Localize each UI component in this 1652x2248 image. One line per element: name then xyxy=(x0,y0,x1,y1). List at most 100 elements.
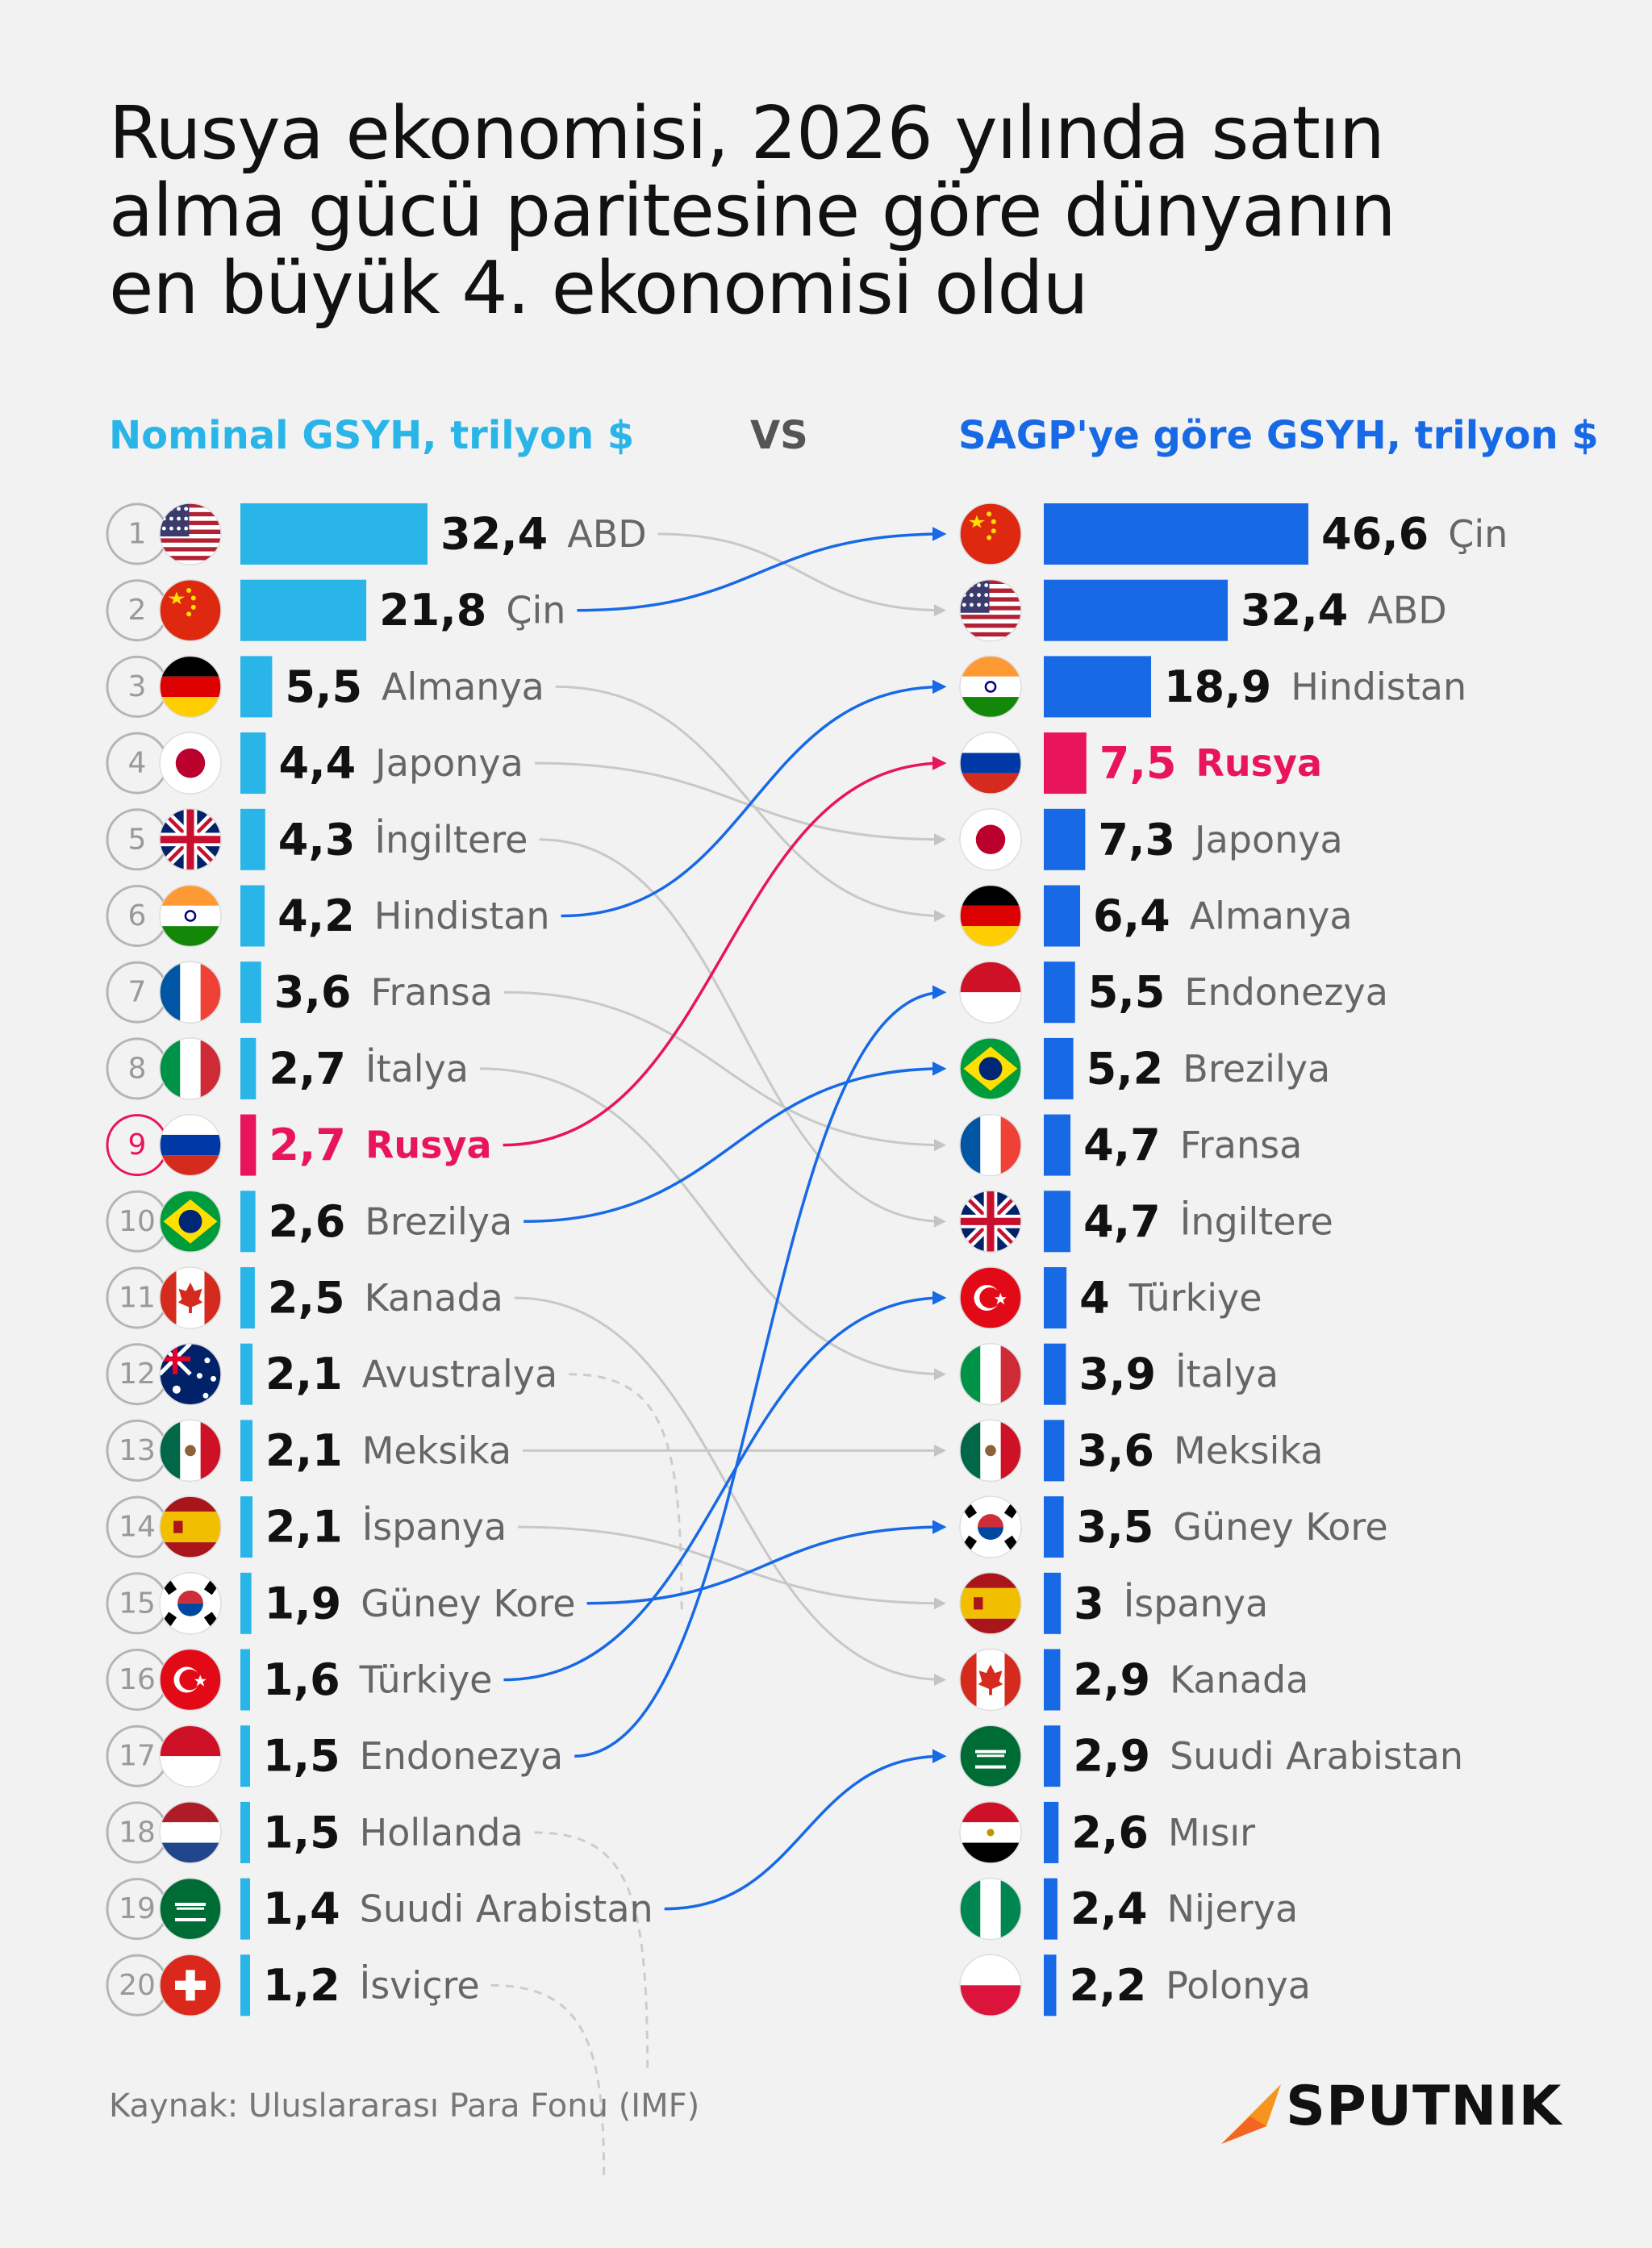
ppp-country-almanya: Almanya xyxy=(1190,895,1353,938)
ppp-bar--in xyxy=(1044,503,1308,565)
nominal-country-i-ngiltere: İngiltere xyxy=(374,818,528,861)
connector-endonezya xyxy=(574,985,947,1758)
ppp-bar-g-ney-kore xyxy=(1044,1496,1064,1558)
rank-number-2: 2 xyxy=(128,594,147,627)
nominal-country-avustralya: Avustralya xyxy=(362,1353,557,1396)
ppp-flag-indonesia xyxy=(959,961,1022,1024)
connector-i-talya xyxy=(479,1067,946,1381)
title-line-3: en büyük 4. ekonomisi oldu xyxy=(109,246,1089,331)
nominal-value-i-ngiltere: 4,3 xyxy=(278,814,356,865)
title-line-1: Rusya ekonomisi, 2026 yılında satın xyxy=(109,91,1385,176)
ppp-country-m-s-r: Mısır xyxy=(1168,1811,1255,1854)
nominal-flag-india xyxy=(159,884,222,948)
chart-title: Rusya ekonomisi, 2026 yılında satın alma… xyxy=(109,95,1561,327)
ppp-value-i-ngiltere: 4,7 xyxy=(1083,1196,1161,1247)
ppp-flag-india xyxy=(959,655,1022,719)
ppp-country-hindistan: Hindistan xyxy=(1291,665,1466,708)
ppp-country-i-talya: İtalya xyxy=(1175,1353,1279,1396)
ppp-value-g-ney-kore: 3,5 xyxy=(1077,1502,1154,1553)
ppp-value-hindistan: 18,9 xyxy=(1164,661,1271,712)
ppp-value-almanya: 6,4 xyxy=(1093,890,1170,941)
nominal-value-hindistan: 4,2 xyxy=(277,890,355,941)
nominal-country--in: Çin xyxy=(506,589,565,632)
nominal-value-japonya: 4,4 xyxy=(279,738,357,789)
nominal-bar-i-spanya xyxy=(240,1496,253,1558)
ppp-flag-south-korea xyxy=(959,1495,1022,1558)
ppp-flag-russia xyxy=(959,732,1022,795)
nominal-bar-fransa xyxy=(240,961,261,1024)
ppp-flag-canada xyxy=(959,1648,1022,1712)
nominal-value-fransa: 3,6 xyxy=(274,967,352,1018)
ppp-bar-m-s-r xyxy=(1044,1801,1059,1863)
nominal-bar-g-ney-kore xyxy=(240,1572,252,1634)
source-note: Kaynak: Uluslararası Para Fonu (IMF) xyxy=(109,2087,700,2125)
nominal-flag-turkey xyxy=(159,1648,222,1712)
rank-number-17: 17 xyxy=(119,1740,156,1773)
nominal-country-almanya: Almanya xyxy=(382,665,544,708)
ppp-flag-spain xyxy=(959,1572,1022,1635)
nominal-country-endonezya: Endonezya xyxy=(360,1734,564,1778)
ppp-bar-almanya xyxy=(1044,885,1081,947)
ppp-country-suudi-arabistan: Suudi Arabistan xyxy=(1170,1734,1463,1778)
rank-number-4: 4 xyxy=(128,747,147,780)
ppp-country-endonezya: Endonezya xyxy=(1184,970,1388,1014)
nominal-value--in: 21,8 xyxy=(379,585,486,636)
nominal-bar-t-rkiye xyxy=(240,1649,250,1711)
nominal-bar-i-ngiltere xyxy=(240,808,265,870)
ppp-flag-mexico xyxy=(959,1419,1022,1483)
ppp-value-polonya: 2,2 xyxy=(1069,1960,1146,2011)
nominal-flag-japan xyxy=(159,732,222,795)
nominal-bar-suudi-arabistan xyxy=(240,1878,250,1940)
nominal-bar-i-talya xyxy=(240,1037,257,1099)
connector-i-ngiltere xyxy=(539,838,946,1228)
ppp-bar-endonezya xyxy=(1044,961,1075,1024)
connector-i-spanya xyxy=(518,1525,946,1610)
rank-number-11: 11 xyxy=(119,1282,156,1315)
nominal-value-almanya: 5,5 xyxy=(285,661,362,712)
dashed-connector-i-svi-re xyxy=(490,1983,606,2179)
ppp-bar-hindistan xyxy=(1044,656,1152,718)
ppp-flag-turkey xyxy=(959,1266,1022,1329)
nominal-value-brezilya: 2,6 xyxy=(269,1196,346,1247)
brand-name: SPUTNIK xyxy=(1286,2075,1562,2138)
ppp-country-meksika: Meksika xyxy=(1174,1428,1323,1472)
connector-fransa xyxy=(503,991,946,1152)
dashed-connector-avustralya xyxy=(569,1373,683,1616)
nominal-value-suudi-arabistan: 1,4 xyxy=(263,1883,340,1934)
ppp-bar-meksika xyxy=(1044,1420,1065,1482)
rank-number-15: 15 xyxy=(119,1587,156,1620)
nominal-header: Nominal GSYH, trilyon $ xyxy=(109,413,635,458)
nominal-country-abd: ABD xyxy=(567,512,646,556)
ppp-flag-saudi-arabia xyxy=(959,1725,1022,1787)
ppp-value-i-spanya: 3 xyxy=(1074,1578,1104,1629)
connector-t-rkiye xyxy=(503,1291,947,1682)
nominal-country-japonya: Japonya xyxy=(373,741,524,785)
ppp-country-fransa: Fransa xyxy=(1180,1124,1303,1167)
connector-almanya xyxy=(555,685,946,922)
rank-number-14: 14 xyxy=(119,1511,156,1544)
ppp-bar-brezilya xyxy=(1044,1037,1074,1099)
connector-hindistan xyxy=(561,679,947,918)
nominal-flag-indonesia xyxy=(159,1725,222,1787)
ppp-bar-rusya xyxy=(1044,732,1087,795)
ppp-bar-kanada xyxy=(1044,1649,1061,1711)
ppp-bar-fransa xyxy=(1044,1114,1071,1176)
ppp-country-g-ney-kore: Güney Kore xyxy=(1173,1505,1387,1549)
ppp-value-rusya: 7,5 xyxy=(1099,738,1177,789)
ppp-value-kanada: 2,9 xyxy=(1073,1654,1150,1705)
rank-number-5: 5 xyxy=(128,823,147,856)
nominal-bar-meksika xyxy=(240,1420,253,1482)
nominal-country-brezilya: Brezilya xyxy=(365,1199,512,1243)
rank-number-18: 18 xyxy=(119,1816,156,1849)
nominal-value-rusya: 2,7 xyxy=(269,1120,346,1170)
rank-number-8: 8 xyxy=(128,1052,147,1085)
ppp-flag-poland xyxy=(959,1954,1022,2017)
connector-japonya xyxy=(534,761,946,846)
rank-number-13: 13 xyxy=(119,1434,156,1467)
dashed-connector-hollanda xyxy=(534,1831,649,2075)
connector-abd xyxy=(657,532,946,617)
nominal-value-hollanda: 1,5 xyxy=(263,1807,340,1858)
nominal-country-fransa: Fransa xyxy=(370,970,493,1014)
sputnik-logo-icon xyxy=(1221,2084,1281,2144)
